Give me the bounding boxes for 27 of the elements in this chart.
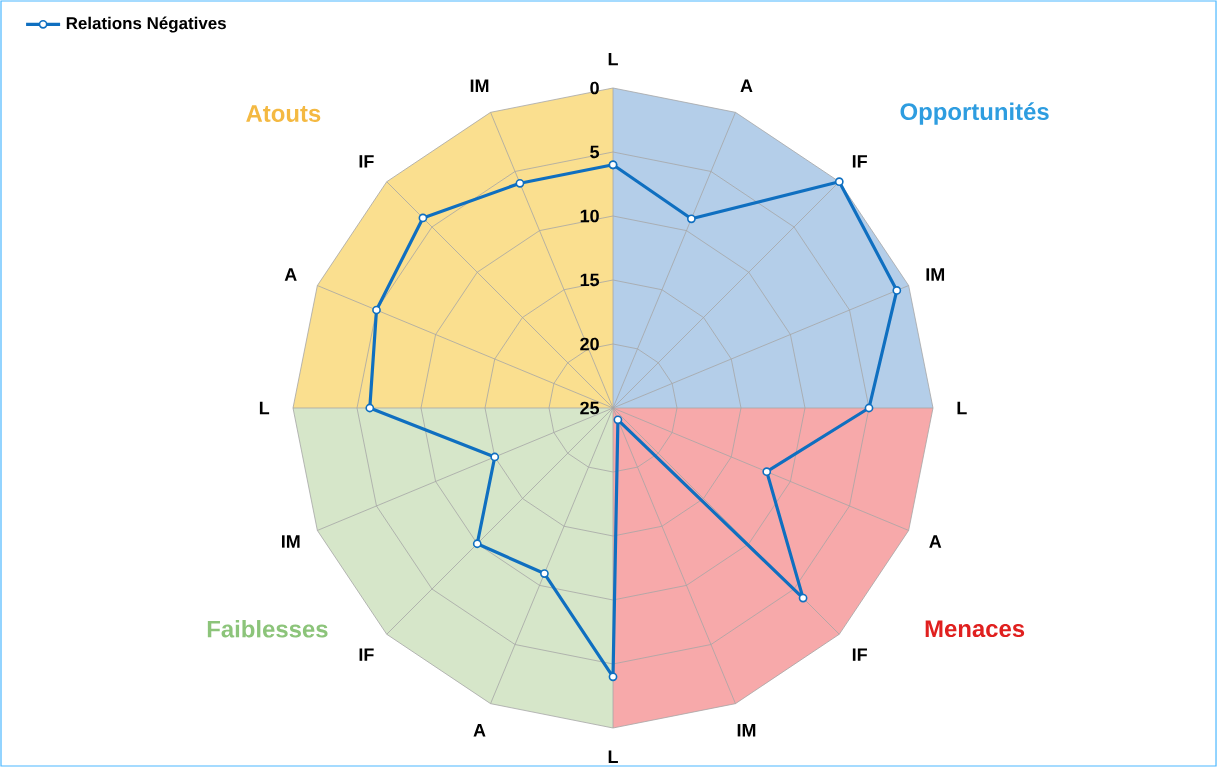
spoke-label: A <box>284 268 297 281</box>
spoke-label: L <box>608 750 618 763</box>
legend-label: Relations Négatives <box>66 16 226 33</box>
spoke-label: L <box>608 53 618 66</box>
spoke-label: A <box>740 79 753 92</box>
spoke-label: L <box>957 401 967 415</box>
text: Faiblesses <box>207 620 328 638</box>
spoke-label: A <box>473 724 486 737</box>
spoke-label: IF <box>359 155 374 168</box>
text: Atouts <box>246 105 321 122</box>
y-tick-label: 25 <box>580 401 600 415</box>
y-tick-label: 5 <box>590 145 600 159</box>
y-tick-label: 0 <box>590 81 599 95</box>
spoke-label: IM <box>737 724 756 737</box>
spoke-label: IF <box>852 155 867 168</box>
y-tick-label: 10 <box>580 209 599 223</box>
text: Menaces <box>925 620 1025 638</box>
spoke-label: A <box>929 535 942 548</box>
spoke-label: IF <box>359 648 374 661</box>
text: Opportunités <box>900 102 1049 125</box>
spoke-label: IM <box>281 535 300 548</box>
spoke-label: L <box>259 401 270 415</box>
y-tick-label: 15 <box>580 273 600 287</box>
y-tick-label: 20 <box>580 337 599 351</box>
spoke-label: IM <box>926 268 945 281</box>
spoke-label: IF <box>852 648 867 661</box>
spoke-label: IM <box>470 79 489 92</box>
